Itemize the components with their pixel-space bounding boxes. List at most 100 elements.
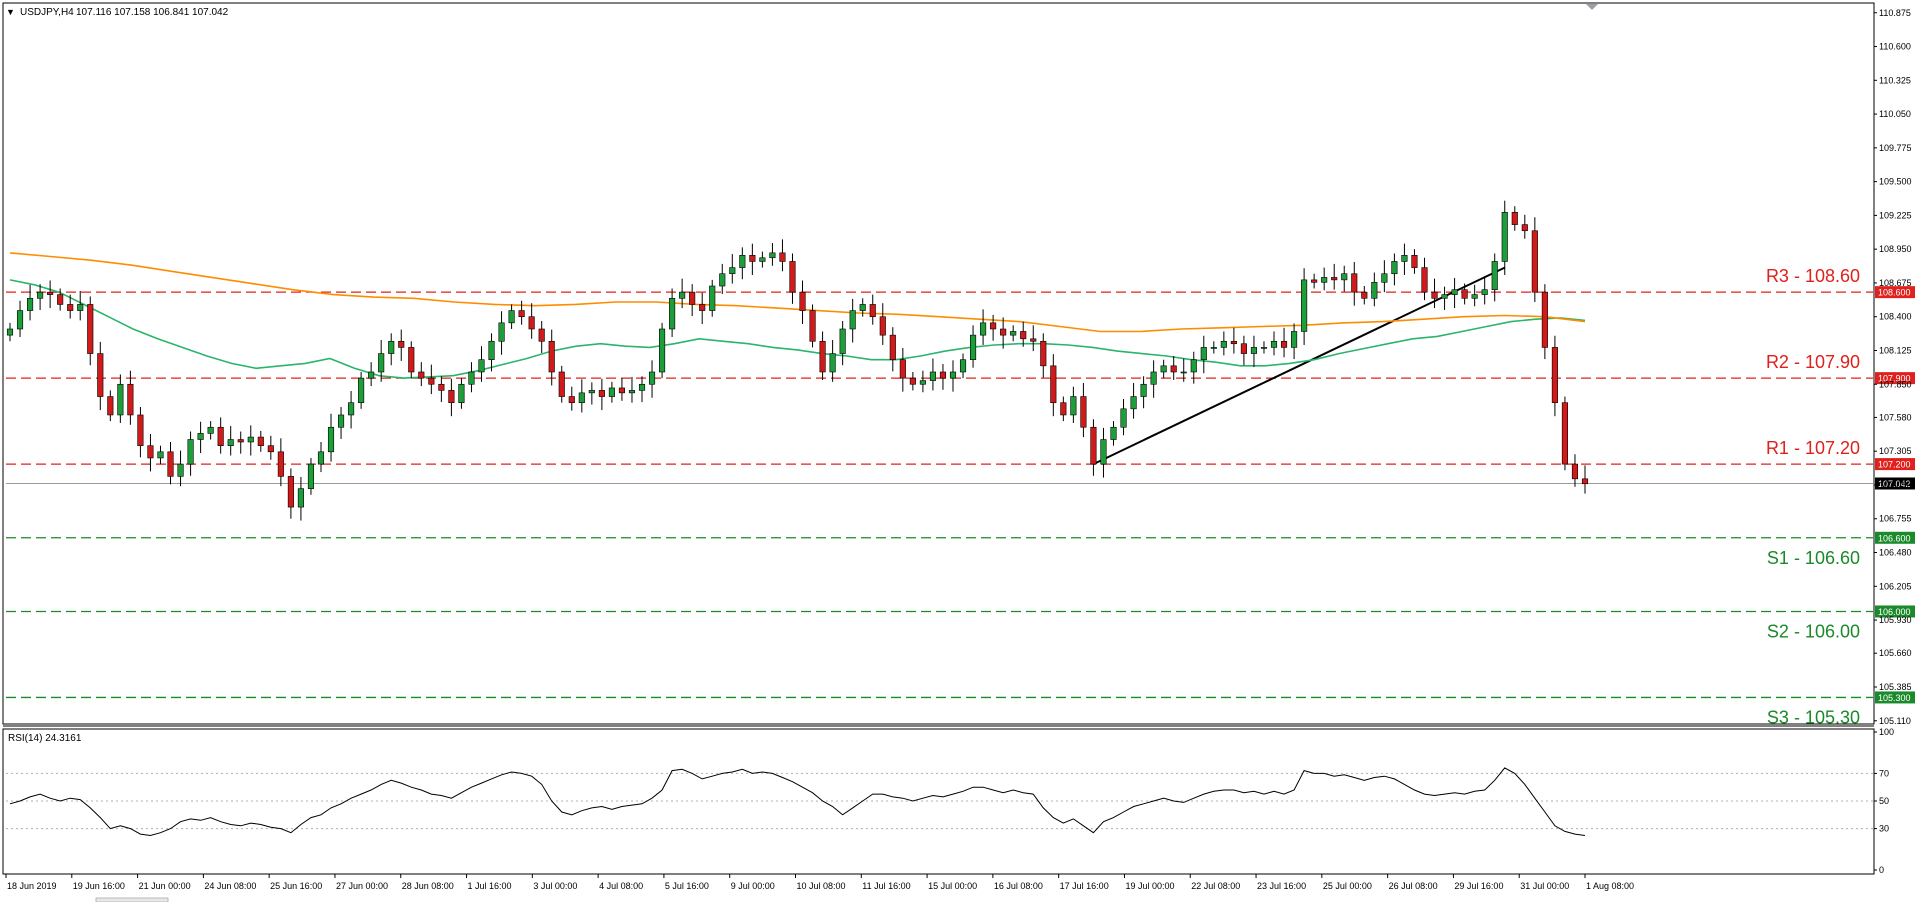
candle-body (1090, 426, 1097, 465)
candle-body (107, 396, 114, 416)
candle-body (699, 304, 706, 311)
candle-body (1331, 277, 1338, 281)
candle (789, 253, 796, 304)
candle (508, 304, 515, 329)
candle (6, 322, 14, 342)
menu-triangle-icon[interactable]: ▼ (6, 7, 15, 17)
candle-body (959, 359, 967, 373)
candle-body (1421, 267, 1428, 293)
candle-body (1010, 331, 1017, 336)
time-tick-label: 19 Jun 16:00 (73, 881, 125, 891)
candle-body (398, 340, 405, 348)
candle-body (1551, 347, 1558, 403)
candle (1571, 454, 1579, 487)
price-tick-label: 110.325 (1879, 75, 1911, 85)
candle-body (1531, 230, 1538, 293)
candle (1471, 284, 1478, 307)
candle-body (448, 390, 455, 403)
candle (839, 321, 846, 366)
candle (117, 374, 124, 423)
candle (1060, 396, 1067, 422)
candle-body (297, 488, 304, 508)
candle-body (1441, 294, 1448, 299)
horizontal-levels: R3 - 108.60 R2 - 107.90 R1 - 107.20 S1 - 10… (6, 266, 1873, 727)
candle-body (598, 390, 605, 397)
candle (709, 279, 716, 317)
candle-body (1070, 396, 1077, 416)
level-price-tag (1875, 286, 1915, 299)
candle (568, 386, 575, 411)
candle-body (87, 304, 94, 354)
candle-body (879, 316, 886, 336)
candle (47, 280, 54, 309)
candle-body (1291, 331, 1298, 348)
candle (207, 421, 214, 440)
time-tick-label: 26 Jul 08:00 (1389, 881, 1438, 891)
price-tick-label: 105.930 (1879, 615, 1912, 625)
candle (16, 300, 24, 337)
price-pane-frame (2, 2, 1875, 725)
candle-body (358, 377, 365, 403)
candle (538, 321, 545, 353)
candle (598, 378, 605, 411)
candle (297, 476, 304, 521)
candle-body (468, 371, 475, 385)
candle-body (307, 463, 315, 489)
candle (1581, 465, 1589, 494)
price-tick-label: 109.775 (1879, 143, 1912, 153)
candle (1150, 360, 1157, 398)
candle (1351, 262, 1358, 306)
candle (317, 441, 325, 473)
price-tick-label: 109.225 (1879, 210, 1912, 220)
time-tick-label: 1 Jul 16:00 (468, 881, 512, 891)
candle-body (147, 445, 154, 459)
candle (859, 298, 866, 317)
candle-body (1230, 340, 1237, 345)
candle-body (618, 387, 626, 394)
candle-body (929, 371, 936, 381)
candle (769, 243, 776, 266)
candle (287, 468, 294, 519)
candle-body (1020, 331, 1027, 340)
candle-body (217, 426, 224, 446)
candle (578, 379, 585, 413)
candle (67, 294, 74, 319)
candle (809, 304, 816, 348)
candle (1431, 278, 1438, 309)
candle-body (1451, 289, 1458, 295)
shift-marker-icon[interactable] (1586, 4, 1598, 10)
level-label: R3 - 108.60 (1766, 266, 1860, 286)
candle-body (197, 433, 204, 440)
trendline-layer (1093, 266, 1506, 465)
price-tick-label: 109.500 (1879, 177, 1912, 187)
ascending-trendline[interactable] (1093, 266, 1506, 465)
candle (247, 425, 254, 456)
candle-body (1160, 365, 1167, 373)
price-tick-label: 107.305 (1879, 446, 1912, 456)
candle-body (578, 392, 585, 403)
candle (889, 327, 896, 372)
scrollbar-thumb[interactable] (95, 897, 169, 903)
level-price-tag (1875, 458, 1915, 471)
candle-body (337, 414, 345, 428)
candle (97, 341, 104, 411)
candle (739, 247, 746, 280)
price-tick-label: 107.850 (1879, 379, 1912, 389)
candle-body (719, 273, 726, 287)
candle (919, 370, 926, 393)
candle-body (1240, 343, 1247, 354)
candle-body (1040, 340, 1047, 367)
price-tick-label: 108.950 (1879, 244, 1912, 254)
time-tick-label: 5 Jul 16:00 (665, 881, 709, 891)
candle (267, 435, 274, 460)
time-tick-label: 25 Jul 00:00 (1323, 881, 1372, 891)
candle-body (779, 252, 786, 262)
candle-body (478, 359, 485, 373)
candle-body (548, 340, 555, 373)
candle (638, 376, 646, 403)
candle (307, 457, 315, 495)
candle-body (1140, 383, 1147, 397)
rsi-tick-label: 0 (1879, 865, 1884, 875)
